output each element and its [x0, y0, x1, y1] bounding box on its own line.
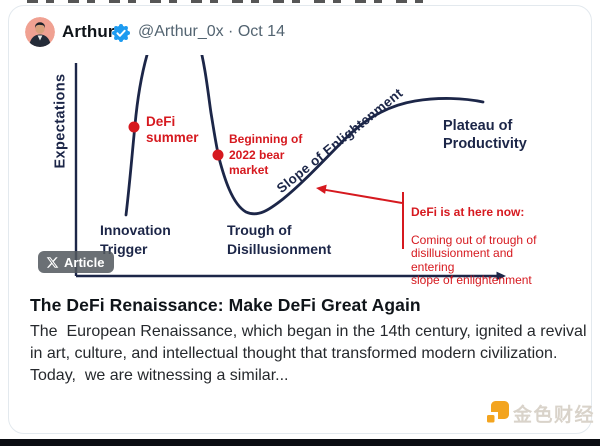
- bear-market-dot: [212, 149, 224, 161]
- article-body: The European Renaissance, which began in…: [30, 323, 587, 384]
- defi-summer-dot: [128, 121, 140, 133]
- article-badge-label: Article: [64, 254, 105, 270]
- tweet-card: [8, 5, 592, 434]
- trough-label: Trough of Disillusionment: [227, 222, 332, 257]
- note-body: Coming out of trough of disillusionment …: [411, 232, 537, 287]
- note-arrow-line: [324, 188, 403, 204]
- x-axis-arrowhead: [496, 271, 506, 281]
- hype-cycle-chart-image[interactable]: Expectations DeFi summer Beginning of 20…: [0, 55, 600, 287]
- avatar-image: [25, 17, 55, 47]
- x-logo-icon: [46, 256, 59, 268]
- note-arrowhead: [316, 184, 327, 194]
- bottom-border-strip: [0, 439, 600, 446]
- chart-canvas: [74, 55, 506, 281]
- avatar[interactable]: [25, 17, 55, 47]
- verified-badge-icon: [112, 24, 130, 42]
- defi-position-note: DeFi is at here now: Coming out of troug…: [411, 192, 557, 301]
- cropped-text-remnant: [27, 0, 435, 3]
- jinse-finance-icon: [487, 401, 509, 423]
- hype-curve: [124, 55, 485, 217]
- article-badge[interactable]: Article: [38, 251, 115, 273]
- author-name[interactable]: Arthur: [62, 22, 115, 41]
- defi-summer-label: DeFi summer: [146, 114, 199, 145]
- article-title[interactable]: The DeFi Renaissance: Make DeFi Great Ag…: [30, 295, 421, 315]
- bear-market-label: Beginning of 2022 bear market: [229, 132, 303, 178]
- note-title: DeFi is at here now:: [411, 204, 525, 219]
- y-axis-label: Expectations: [52, 73, 69, 169]
- handle-and-date[interactable]: @Arthur_0x · Oct 14: [138, 23, 285, 40]
- watermark-text: 金色财经: [513, 405, 596, 426]
- plateau-label: Plateau of Productivity: [443, 118, 527, 153]
